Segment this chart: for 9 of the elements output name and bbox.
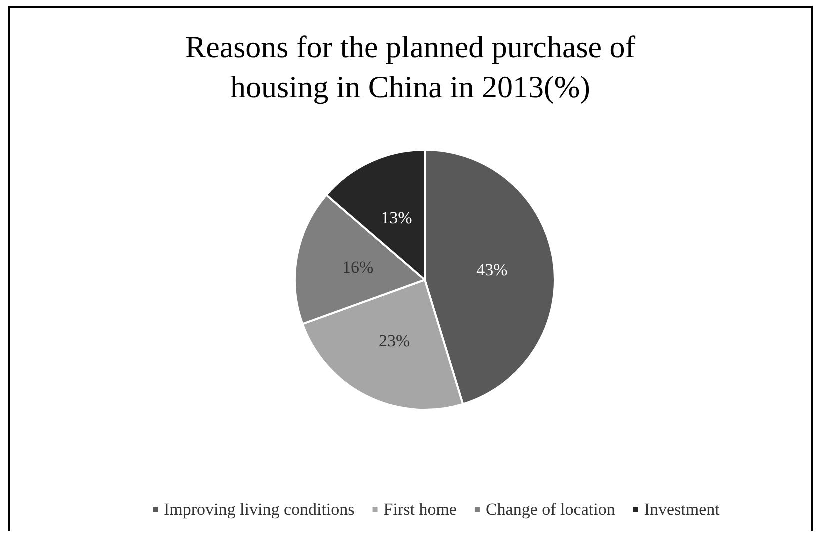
data-label: 23%	[379, 331, 410, 350]
legend-label: Investment	[644, 500, 720, 519]
data-label: 16%	[342, 258, 374, 278]
data-label: 43%	[476, 260, 508, 280]
data-label: 13%	[381, 208, 412, 228]
legend-label: Improving living conditions	[164, 500, 355, 519]
chart-title: Reasons for the planned purchase of housing in China in 2013(%)	[185, 30, 636, 104]
legend-label: First home	[384, 500, 457, 519]
legend-label: Change of location	[486, 500, 616, 519]
